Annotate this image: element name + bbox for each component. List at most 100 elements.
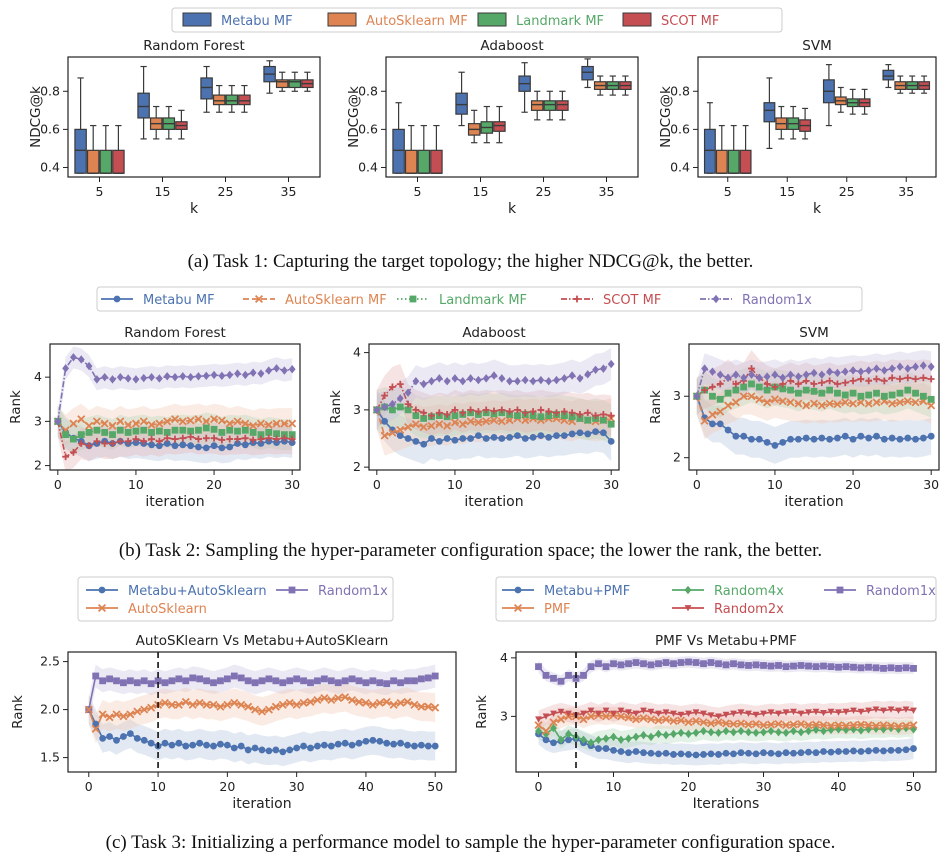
data-point (498, 435, 506, 442)
data-point (77, 431, 85, 439)
data-point (610, 746, 617, 754)
x-tick-label: 0 (373, 477, 381, 492)
legend-marker (514, 586, 522, 594)
data-point (498, 374, 506, 383)
data-point (451, 406, 459, 414)
legend-marker (712, 294, 720, 304)
data-point (474, 408, 482, 415)
data-point (797, 727, 805, 737)
data-point (194, 415, 203, 424)
data-point (474, 432, 482, 440)
data-point (632, 732, 640, 742)
data-point (740, 373, 748, 383)
data-point (752, 661, 760, 669)
data-point (576, 374, 584, 383)
data-point (109, 431, 116, 439)
data-point (767, 662, 775, 670)
data-point (584, 409, 592, 417)
y-tick-label: 0.4 (358, 159, 378, 174)
data-point (155, 374, 163, 383)
data-point (873, 389, 880, 397)
data-point (602, 707, 610, 714)
data-point (767, 709, 775, 716)
data-point (244, 746, 252, 754)
data-point (584, 370, 592, 379)
box-body (417, 149, 431, 174)
data-point (565, 672, 572, 679)
x-tick-label: 0 (535, 779, 543, 794)
data-point (730, 727, 737, 737)
data-point (810, 368, 818, 378)
data-point (850, 663, 857, 671)
data-point (819, 721, 828, 730)
data-point (506, 408, 514, 415)
data-point (625, 709, 632, 716)
data-point (857, 664, 865, 672)
data-point (271, 702, 280, 711)
data-point (805, 709, 812, 716)
data-point (850, 707, 857, 714)
data-point (730, 660, 737, 668)
data-point (62, 364, 70, 373)
data-point (420, 379, 428, 389)
data-point (873, 375, 880, 383)
data-point (802, 370, 810, 379)
data-point (167, 700, 176, 709)
data-point (912, 362, 919, 371)
box-body (200, 77, 213, 100)
data-point (775, 727, 782, 737)
data-point (431, 672, 439, 680)
legend-marker (97, 603, 107, 613)
data-point (865, 663, 872, 671)
data-point (602, 663, 610, 671)
data-point (640, 749, 647, 757)
data-point (474, 375, 482, 385)
data-point (467, 435, 474, 442)
data-point (85, 442, 93, 450)
data-point (195, 698, 204, 707)
data-point (662, 659, 670, 666)
data-point (865, 747, 872, 755)
legend-label: Metabu+PMF (544, 584, 630, 599)
series-band (376, 389, 612, 465)
data-point (927, 362, 935, 371)
data-point (348, 675, 356, 683)
data-point (790, 708, 797, 716)
data-point (451, 436, 459, 444)
data-point (716, 370, 724, 379)
data-point (601, 712, 611, 721)
data-point (467, 374, 474, 383)
data-point (126, 710, 135, 719)
data-point (545, 408, 553, 415)
data-point (779, 385, 787, 393)
data-point (709, 392, 716, 400)
data-point (396, 425, 405, 434)
data-point (545, 433, 553, 441)
data-point (684, 718, 693, 727)
data-point (230, 672, 238, 680)
data-point (794, 389, 802, 397)
data-point (327, 742, 335, 750)
data-point (163, 434, 171, 442)
data-point (257, 369, 265, 378)
data-point (542, 736, 550, 744)
data-point (404, 406, 412, 414)
series-band (376, 348, 612, 426)
data-point (196, 739, 204, 747)
data-point (560, 412, 568, 419)
data-point (592, 412, 599, 419)
x-tick-label: 10 (128, 477, 144, 492)
x-tick-label: 5 (724, 184, 732, 199)
x-tick-label: 0 (693, 477, 701, 492)
data-point (545, 377, 553, 386)
data-point (373, 405, 381, 415)
data-point (849, 435, 857, 443)
data-point (745, 662, 752, 669)
data-point (721, 719, 731, 728)
data-point (707, 750, 715, 758)
data-point (381, 392, 389, 399)
data-point (595, 710, 602, 717)
data-point (685, 710, 692, 717)
series-band (88, 695, 436, 767)
data-point (264, 705, 273, 714)
